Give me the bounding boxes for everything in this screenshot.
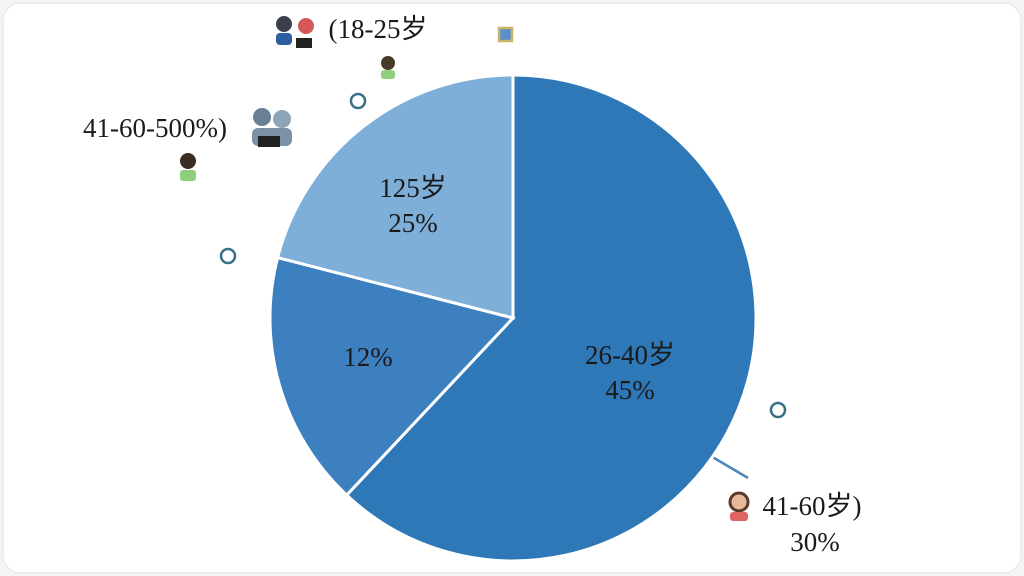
person-icon <box>298 18 314 34</box>
marker <box>497 26 514 43</box>
person-icon <box>381 70 395 79</box>
person-icon <box>276 16 292 32</box>
person-icon <box>253 108 271 126</box>
annotation: 41-60-500%) <box>83 113 227 143</box>
laptop-icon <box>296 38 312 48</box>
annotation: (18-25岁 <box>329 14 428 44</box>
marker <box>769 401 787 419</box>
laptop-icon <box>258 136 280 147</box>
person-icon <box>276 33 292 45</box>
pie-slice <box>275 73 515 320</box>
pie <box>268 73 758 563</box>
marker <box>219 247 237 265</box>
pie-slice <box>268 255 516 498</box>
annotation: 30% <box>790 527 840 557</box>
annotation: 25% <box>388 208 438 238</box>
labels: 26-40岁 45% 12% 125岁 25% (18-25岁 41-60-500%) 41-… <box>83 14 861 557</box>
annotation: 26-40岁 <box>585 340 675 370</box>
annotation: 41-60岁) <box>763 491 862 521</box>
marker <box>349 92 367 110</box>
person-icon <box>730 512 748 521</box>
pie-slice <box>344 73 758 563</box>
annotation: 12% <box>343 342 393 372</box>
person-icon <box>273 110 291 128</box>
annotation: 125岁 <box>379 173 447 203</box>
person-icon <box>728 491 750 513</box>
person-icon <box>180 170 196 181</box>
person-icon <box>381 56 395 70</box>
icons <box>180 16 750 521</box>
annotation: 45% <box>605 375 655 405</box>
person-icon <box>180 153 196 169</box>
